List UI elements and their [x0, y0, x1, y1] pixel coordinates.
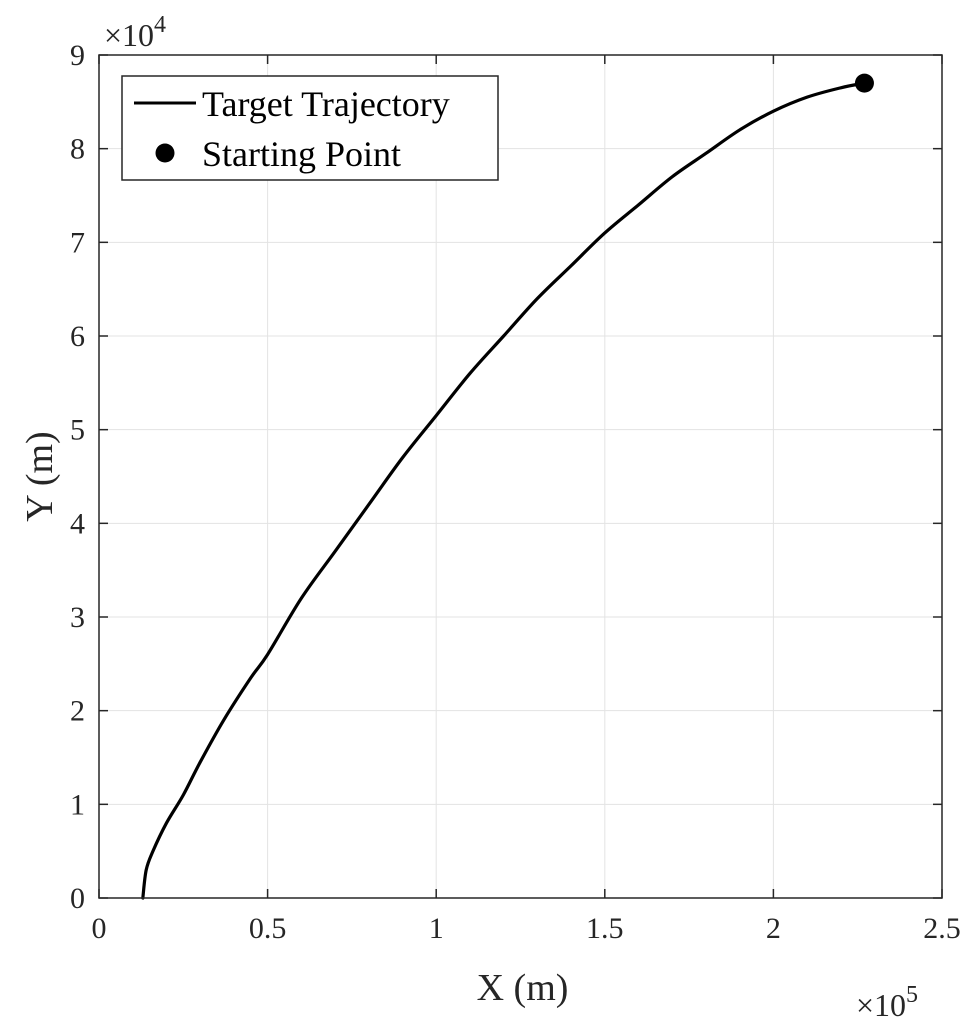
y-tick-label: 8 — [70, 133, 85, 166]
x-tick-label: 2 — [766, 912, 781, 945]
y-tick-label: 2 — [70, 695, 85, 728]
y-tick-label: 4 — [70, 507, 85, 540]
x-tick-label: 1 — [429, 912, 444, 945]
y-tick-label: 1 — [70, 788, 85, 821]
x-multiplier-exponent: 5 — [906, 982, 918, 1008]
y-tick-label: 6 — [70, 320, 85, 353]
legend-box — [121, 75, 499, 181]
y-axis-multiplier: ×104 — [104, 12, 166, 53]
x-tick-label: 2.5 — [923, 912, 961, 945]
legend-label-trajectory: Target Trajectory — [202, 84, 450, 124]
x-tick-label: 1.5 — [586, 912, 624, 945]
plot-series — [141, 73, 874, 900]
y-tick-label: 3 — [70, 601, 85, 634]
axis-ticks: 0 0.5 1 1.5 2 2.5 0 1 2 3 4 5 6 7 8 9 — [70, 39, 961, 945]
series-point-starting-point — [854, 73, 874, 93]
y-axis-title: Y (m) — [19, 431, 61, 521]
x-tick-label: 0 — [92, 912, 107, 945]
legend-swatch-starting-point — [155, 143, 175, 163]
y-tick-label: 5 — [70, 414, 85, 447]
legend: Target Trajectory Starting Point — [121, 75, 499, 181]
y-multiplier-exponent: 4 — [154, 12, 166, 38]
x-axis-multiplier: ×105 — [856, 982, 918, 1023]
y-tick-label: 9 — [70, 39, 85, 72]
series-line-target-trajectory — [141, 81, 867, 900]
x-multiplier-base: ×10 — [856, 987, 906, 1023]
x-tick-label: 0.5 — [249, 912, 287, 945]
y-tick-label: 0 — [70, 882, 85, 915]
y-tick-label: 7 — [70, 226, 85, 259]
legend-label-starting-point: Starting Point — [202, 134, 401, 174]
grid-lines — [99, 55, 942, 898]
axes-frame — [98, 54, 943, 899]
y-multiplier-base: ×10 — [104, 17, 154, 53]
x-axis-title: X (m) — [477, 967, 569, 1009]
